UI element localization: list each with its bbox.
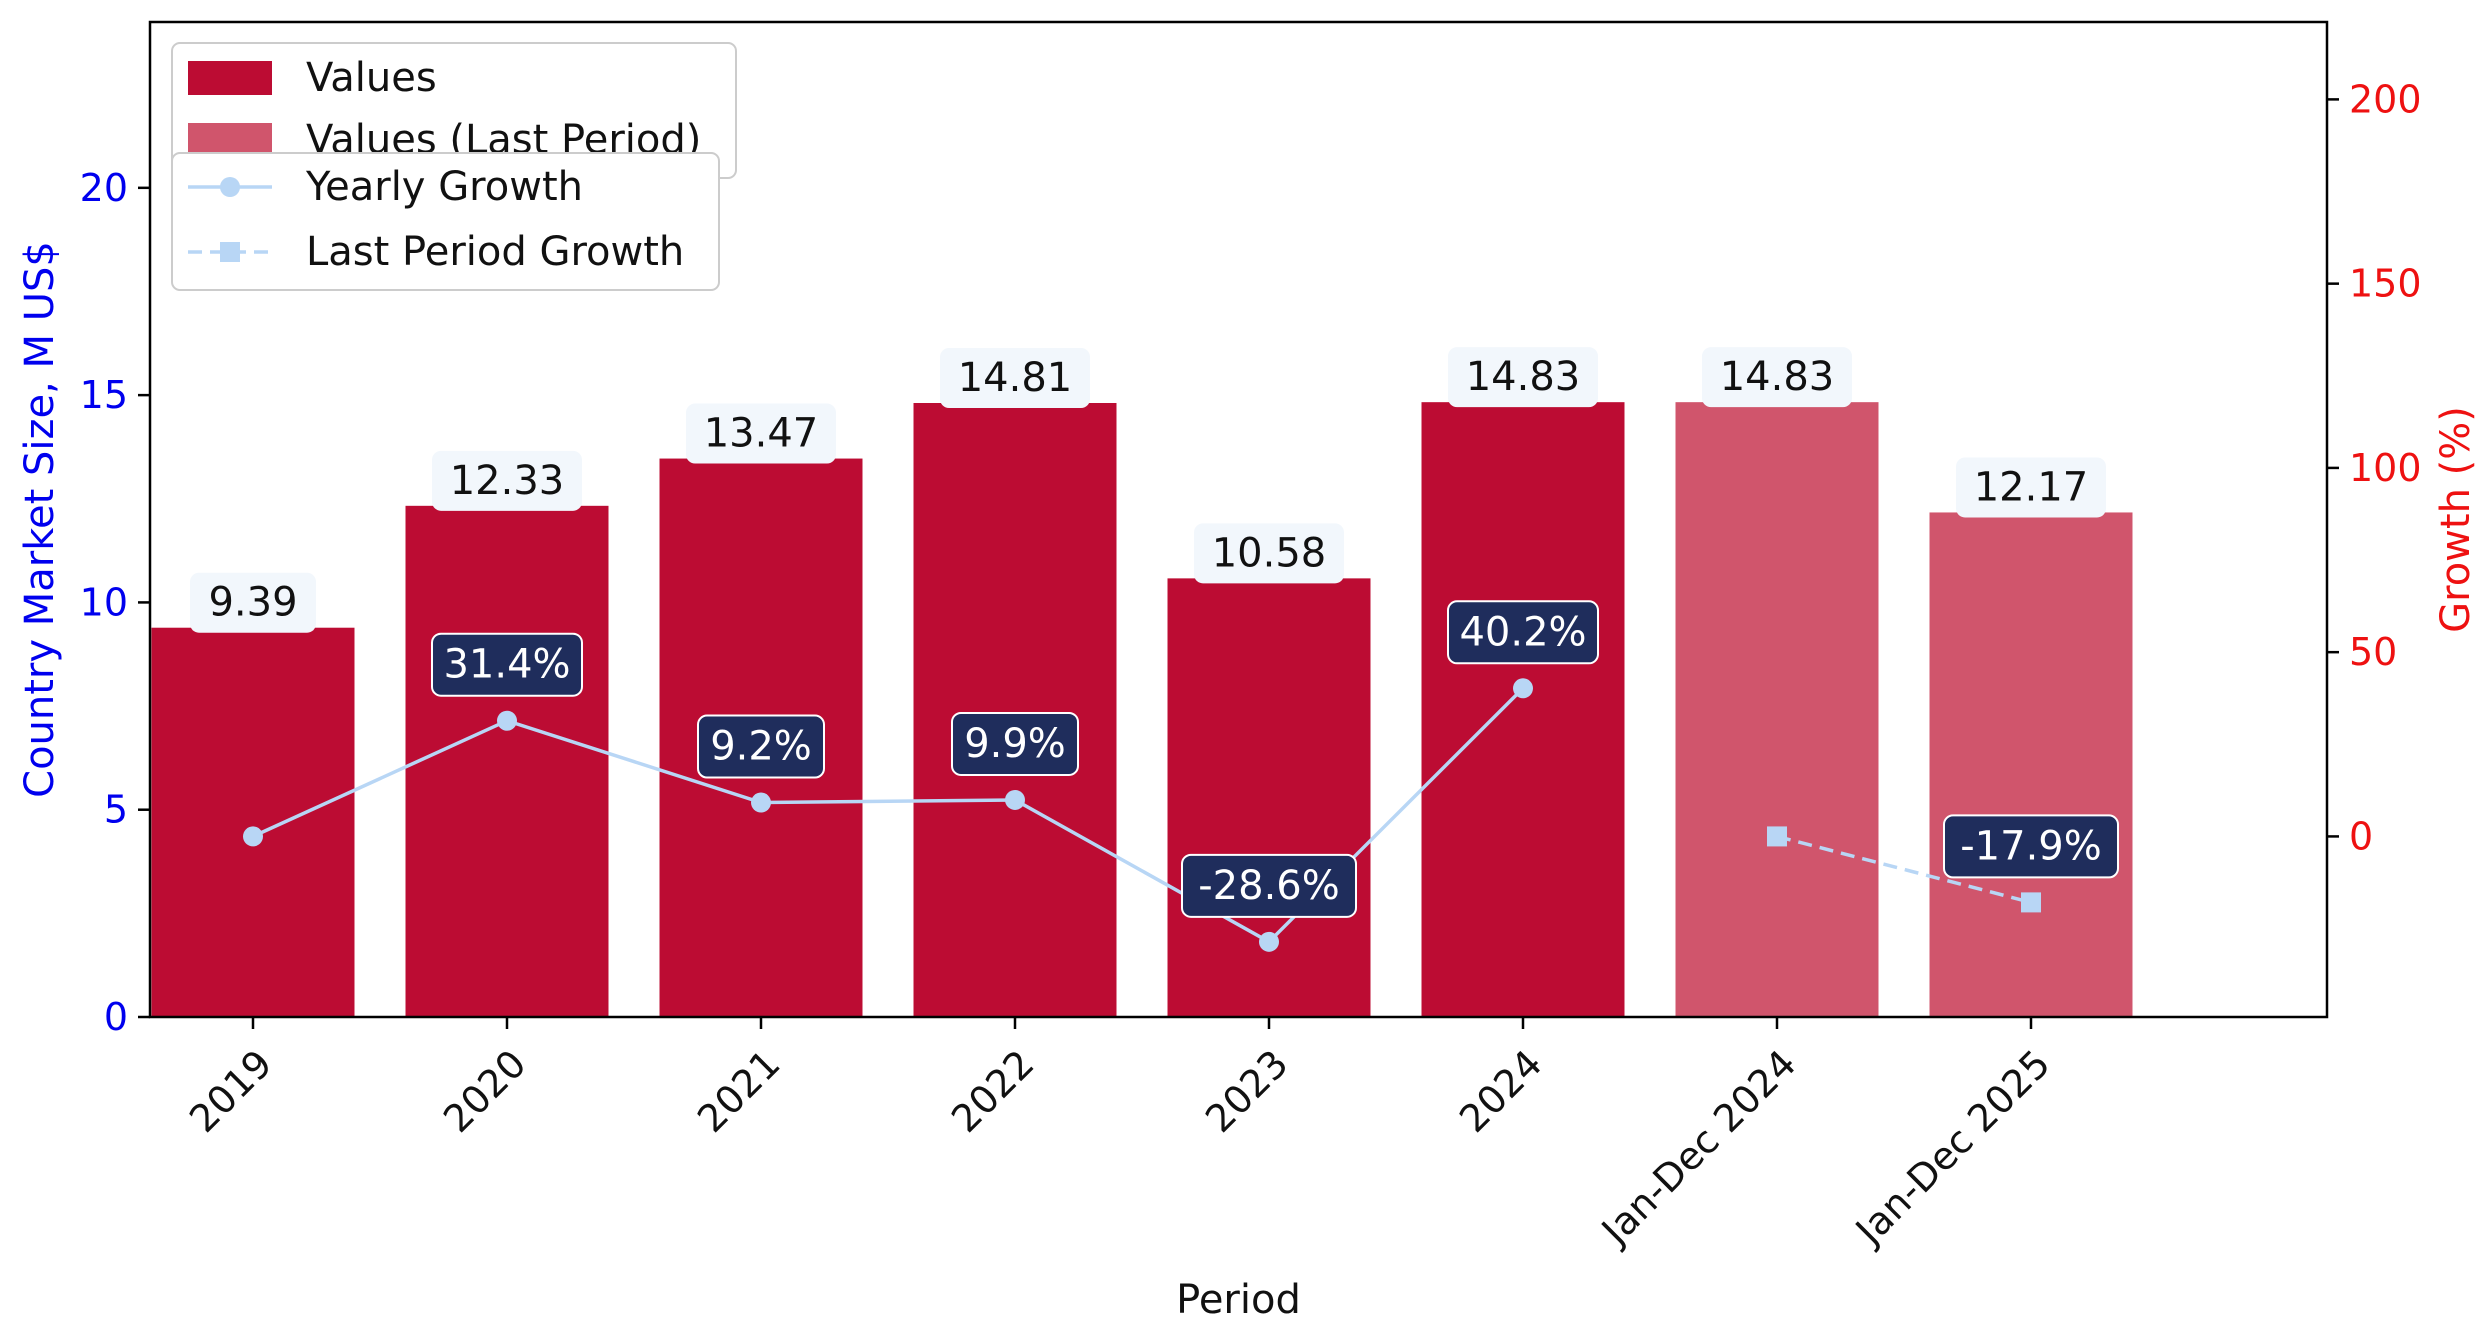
marker-yearly-growth-2022 bbox=[1005, 789, 1025, 810]
marker-yearly-growth-2021 bbox=[751, 792, 771, 813]
growth-label-2020: 31.4% bbox=[443, 642, 570, 688]
legend-swatch-values-last-period bbox=[188, 123, 272, 157]
growth-label-box-jan-dec-2025 bbox=[1943, 814, 2119, 879]
value-label-box-2021 bbox=[686, 403, 836, 464]
bar-jan-dec-2024 bbox=[1675, 402, 1879, 1017]
value-label-jan-dec-2024: 14.83 bbox=[1720, 354, 1835, 400]
value-label-box-2022 bbox=[940, 348, 1090, 409]
x-tick-label-2019: 2019 bbox=[181, 1041, 281, 1141]
growth-label-2022: 9.9% bbox=[964, 721, 1066, 767]
growth-label-jan-dec-2025: -17.9% bbox=[1960, 823, 2102, 869]
legend-label-last-period-growth: Last Period Growth bbox=[306, 229, 684, 275]
x-tick-label-2023: 2023 bbox=[1197, 1041, 1297, 1141]
marker-yearly-growth-2020 bbox=[497, 710, 517, 731]
value-label-2021: 13.47 bbox=[704, 411, 819, 457]
y2-tick-label-100: 100 bbox=[2349, 446, 2422, 490]
value-label-2023: 10.58 bbox=[1212, 530, 1327, 576]
growth-label-2023: -28.6% bbox=[1198, 863, 1340, 909]
growth-label-box-2020 bbox=[431, 632, 583, 697]
value-label-2019: 9.39 bbox=[208, 580, 297, 626]
value-label-2020: 12.33 bbox=[450, 458, 565, 504]
bar-2020 bbox=[405, 505, 609, 1017]
value-label-box-jan-dec-2025 bbox=[1956, 457, 2106, 518]
legend-marker-last-period-growth bbox=[220, 242, 240, 262]
bar-2022 bbox=[913, 403, 1117, 1017]
marker-last-period-growth-jan-dec-2024 bbox=[1767, 826, 1787, 847]
growth-label-box-2021 bbox=[697, 714, 825, 779]
value-label-box-2019 bbox=[190, 572, 316, 633]
value-label-box-2023 bbox=[1194, 523, 1344, 584]
growth-label-box-2022 bbox=[951, 711, 1079, 776]
x-tick-label-2021: 2021 bbox=[689, 1041, 789, 1141]
value-label-jan-dec-2025: 12.17 bbox=[1974, 464, 2089, 510]
x-tick-label-jan-dec-2024: Jan-Dec 2024 bbox=[1592, 1041, 1805, 1254]
x-tick-label-2022: 2022 bbox=[943, 1041, 1043, 1141]
x-tick-label-2024: 2024 bbox=[1451, 1041, 1551, 1141]
y-tick-label-5: 5 bbox=[104, 788, 128, 832]
y2-tick-label-50: 50 bbox=[2349, 630, 2397, 674]
value-label-box-2020 bbox=[432, 450, 582, 511]
value-label-box-2024 bbox=[1448, 347, 1598, 408]
y2-axis-title: Growth (%) bbox=[2433, 406, 2479, 633]
growth-label-box-2023 bbox=[1181, 853, 1357, 918]
x-tick-label-2020: 2020 bbox=[435, 1041, 535, 1141]
value-label-box-jan-dec-2024 bbox=[1702, 347, 1852, 408]
y-tick-label-0: 0 bbox=[104, 995, 128, 1039]
marker-last-period-growth-jan-dec-2025 bbox=[2021, 892, 2041, 913]
marker-yearly-growth-2019 bbox=[243, 826, 263, 847]
y2-tick-label-150: 150 bbox=[2349, 262, 2422, 306]
y2-tick-label-200: 200 bbox=[2349, 77, 2422, 121]
y-tick-label-10: 10 bbox=[80, 580, 128, 624]
bar-jan-dec-2025 bbox=[1929, 512, 2133, 1017]
growth-label-2021: 9.2% bbox=[710, 724, 812, 770]
legend-marker-yearly-growth bbox=[220, 177, 240, 197]
plot-frame bbox=[148, 20, 2329, 1019]
value-label-2024: 14.83 bbox=[1466, 354, 1581, 400]
data-labels-layer: 9.39 12.33 13.47 14.81 10.58 14.83 14.83 12.17 3… bbox=[190, 347, 2119, 918]
y-tick-label-15: 15 bbox=[80, 373, 128, 417]
legend-lines-box bbox=[171, 152, 720, 291]
bar-2024 bbox=[1421, 402, 1625, 1017]
legend-label-yearly-growth: Yearly Growth bbox=[305, 164, 583, 210]
legend-swatch-values bbox=[188, 61, 272, 95]
growth-label-2024: 40.2% bbox=[1459, 609, 1586, 655]
legend-label-values: Values bbox=[306, 55, 437, 101]
y-tick-label-20: 20 bbox=[80, 166, 128, 210]
x-tick-label-jan-dec-2025: Jan-Dec 2025 bbox=[1846, 1041, 2059, 1254]
marker-yearly-growth-2023 bbox=[1259, 931, 1279, 952]
y-axis-title: Country Market Size, M US$ bbox=[17, 241, 63, 798]
growth-label-box-2024 bbox=[1447, 600, 1599, 665]
x-axis-title: Period bbox=[1176, 1277, 1301, 1323]
bar-2019 bbox=[151, 627, 355, 1017]
y2-tick-label-0: 0 bbox=[2349, 814, 2373, 858]
marker-yearly-growth-2024 bbox=[1513, 678, 1533, 699]
value-label-2022: 14.81 bbox=[958, 355, 1073, 401]
